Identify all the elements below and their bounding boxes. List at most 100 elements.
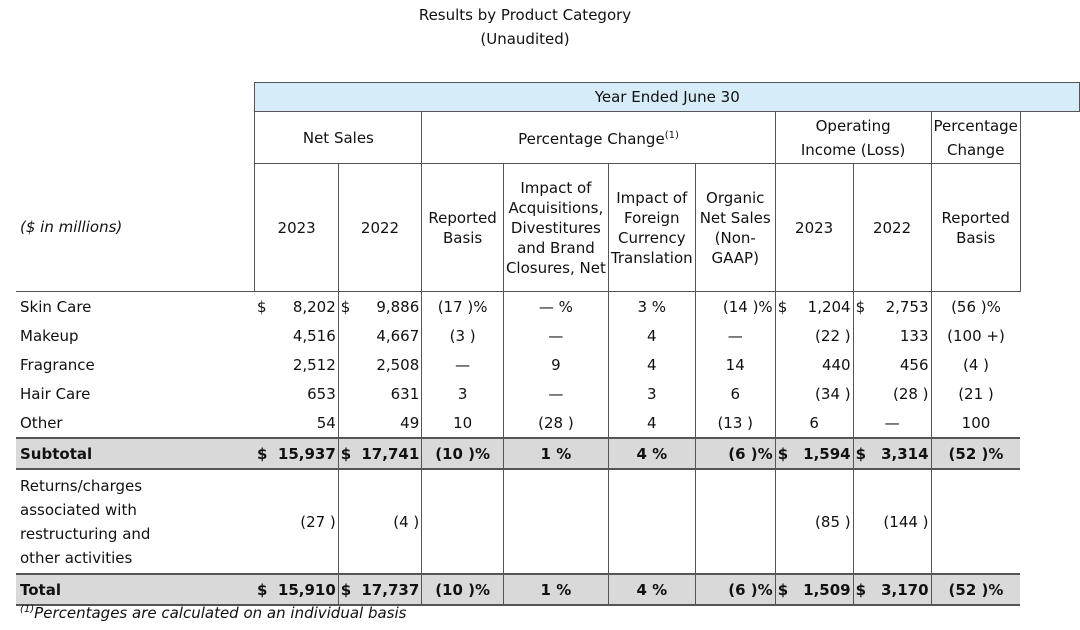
- table-row: Skin Care $8,202 $9,886 (17 )% — % 3 % (…: [16, 291, 1080, 321]
- results-table: Year Ended June 30 Net Sales Percentage …: [16, 82, 1080, 606]
- cell-value: 1,509: [803, 580, 851, 599]
- total-row: Total $15,910 $17,737 (10 )% 1 % 4 % (6 …: [16, 573, 1080, 606]
- col-oi-2022: 2022: [852, 163, 932, 292]
- report-subtitle: (Unaudited): [480, 30, 570, 48]
- cell-value: (4 ): [962, 355, 989, 374]
- operating-income-header: Operating Income (Loss): [774, 111, 932, 164]
- cell-value: 4 %: [608, 573, 696, 606]
- cell-value: —: [503, 379, 609, 408]
- cell-value: 2,753: [885, 297, 929, 316]
- footnote: (1)Percentages are calculated on an indi…: [20, 604, 406, 622]
- pct-change-header: Percentage Change(1): [421, 111, 776, 164]
- net-sales-header: Net Sales: [254, 111, 423, 164]
- cell-value: 1,204: [807, 297, 851, 316]
- cell-value: 2,512: [254, 350, 339, 379]
- row-label: Hair Care: [20, 384, 91, 403]
- cell-value: (28 ): [853, 379, 932, 408]
- cell-value: (27 ): [254, 469, 339, 574]
- cell-value: 14: [695, 350, 776, 379]
- cell-value: (34 ): [775, 379, 854, 408]
- cell-value: 10: [421, 408, 504, 438]
- cell-value: 4,667: [338, 321, 423, 350]
- cell-value: 17,737: [361, 580, 420, 599]
- cell-value: (21 ): [958, 384, 994, 403]
- row-label: Makeup: [20, 326, 79, 345]
- cell-value: (52 )%: [931, 573, 1021, 606]
- cell-value: 4: [608, 350, 696, 379]
- cell-value: (85 ): [775, 469, 854, 574]
- cell-value: 4: [608, 321, 696, 350]
- footnote-mark: (1): [20, 604, 35, 615]
- cell-value: 653: [254, 379, 339, 408]
- pct-change-2-header: Percentage Change: [930, 111, 1021, 164]
- cell-value: —: [503, 321, 609, 350]
- table-row: Hair Care 653 631 3 — 3 6 (34 ) (28 ) (2…: [16, 379, 1080, 408]
- cell-value: 100: [961, 413, 991, 432]
- cell-value: (4 ): [338, 469, 423, 574]
- cell-value: 9: [503, 350, 609, 379]
- col-acquisitions: Impact of Acquisitions, Divestitures and Br…: [502, 163, 609, 292]
- row-label: Subtotal: [16, 437, 255, 470]
- cell-value: 631: [338, 379, 423, 408]
- cell-value: (6 )%: [695, 437, 776, 470]
- cell-value: (28 ): [503, 408, 609, 438]
- cell-value: 2,508: [338, 350, 423, 379]
- table-row: Other 54 49 10 (28 ) 4 (13 ) 6 — 100: [16, 408, 1080, 438]
- subtotal-row: Subtotal $15,937 $17,741 (10 )% 1 % 4 % …: [16, 437, 1080, 470]
- cell-value: 54: [254, 408, 339, 438]
- cell-value: (10 )%: [421, 437, 504, 470]
- row-label: Other: [20, 413, 63, 432]
- cell-value: 8,202: [292, 297, 336, 316]
- cell-value: 4,516: [254, 321, 339, 350]
- cell-value: 6: [775, 408, 854, 438]
- row-label: Returns/charges associated with restruct…: [20, 476, 151, 567]
- cell-value: 1,594: [803, 444, 851, 463]
- units-label: ($ in millions): [20, 218, 123, 237]
- cell-value: 15,910: [277, 580, 336, 599]
- cell-value: 9,886: [376, 297, 420, 316]
- cell-value: (100 +): [947, 326, 1005, 345]
- cell-value: 3,170: [881, 580, 929, 599]
- col-organic: Organic Net Sales (Non- GAAP): [694, 163, 776, 292]
- row-label: Fragrance: [20, 355, 95, 374]
- cell-value: — %: [503, 291, 609, 321]
- cell-value: (6 )%: [695, 573, 776, 606]
- col-reported-basis: Reported Basis: [421, 163, 504, 292]
- cell-value: 3: [608, 379, 696, 408]
- cell-value: 1 %: [503, 437, 609, 470]
- cell-value: 4 %: [608, 437, 696, 470]
- table-row: Returns/charges associated with restruct…: [16, 469, 1080, 574]
- cell-value: 4: [608, 408, 696, 438]
- cell-value: 1 %: [503, 573, 609, 606]
- cell-value: (3 ): [421, 321, 504, 350]
- cell-value: —: [853, 408, 932, 438]
- footnote-text: Percentages are calculated on an individ…: [34, 604, 407, 622]
- table-row: Makeup 4,516 4,667 (3 ) — 4 — (22 ) 133 …: [16, 321, 1080, 350]
- cell-value: 3,314: [881, 444, 929, 463]
- col-fx: Impact of Foreign Currency Translation: [607, 163, 696, 292]
- cell-value: 3: [421, 379, 504, 408]
- table-row: Fragrance 2,512 2,508 — 9 4 14 440 456 (…: [16, 350, 1080, 379]
- row-label: Skin Care: [16, 291, 255, 321]
- cell-value: 49: [338, 408, 423, 438]
- cell-value: (144 ): [853, 469, 932, 574]
- row-label: Total: [16, 573, 255, 606]
- cell-value: —: [695, 321, 776, 350]
- cell-value: (17 )%: [421, 291, 504, 321]
- cell-value: 17,741: [361, 444, 420, 463]
- cell-value: (56 )%: [931, 291, 1021, 321]
- year-ended-header: Year Ended June 30: [254, 82, 1080, 112]
- cell-value: 3 %: [608, 291, 696, 321]
- col-oi-reported: Reported Basis: [930, 163, 1021, 292]
- col-ns-2023: 2023: [254, 163, 339, 292]
- report-title: Results by Product Category: [418, 6, 632, 24]
- cell-value: (13 ): [695, 408, 776, 438]
- cell-value: 440: [775, 350, 854, 379]
- cell-value: (10 )%: [421, 573, 504, 606]
- cell-value: (22 ): [775, 321, 854, 350]
- cell-value: (52 )%: [931, 437, 1021, 470]
- col-oi-2023: 2023: [774, 163, 854, 292]
- cell-value: (14 )%: [695, 291, 776, 321]
- cell-value: 6: [695, 379, 776, 408]
- col-ns-2022: 2022: [337, 163, 423, 292]
